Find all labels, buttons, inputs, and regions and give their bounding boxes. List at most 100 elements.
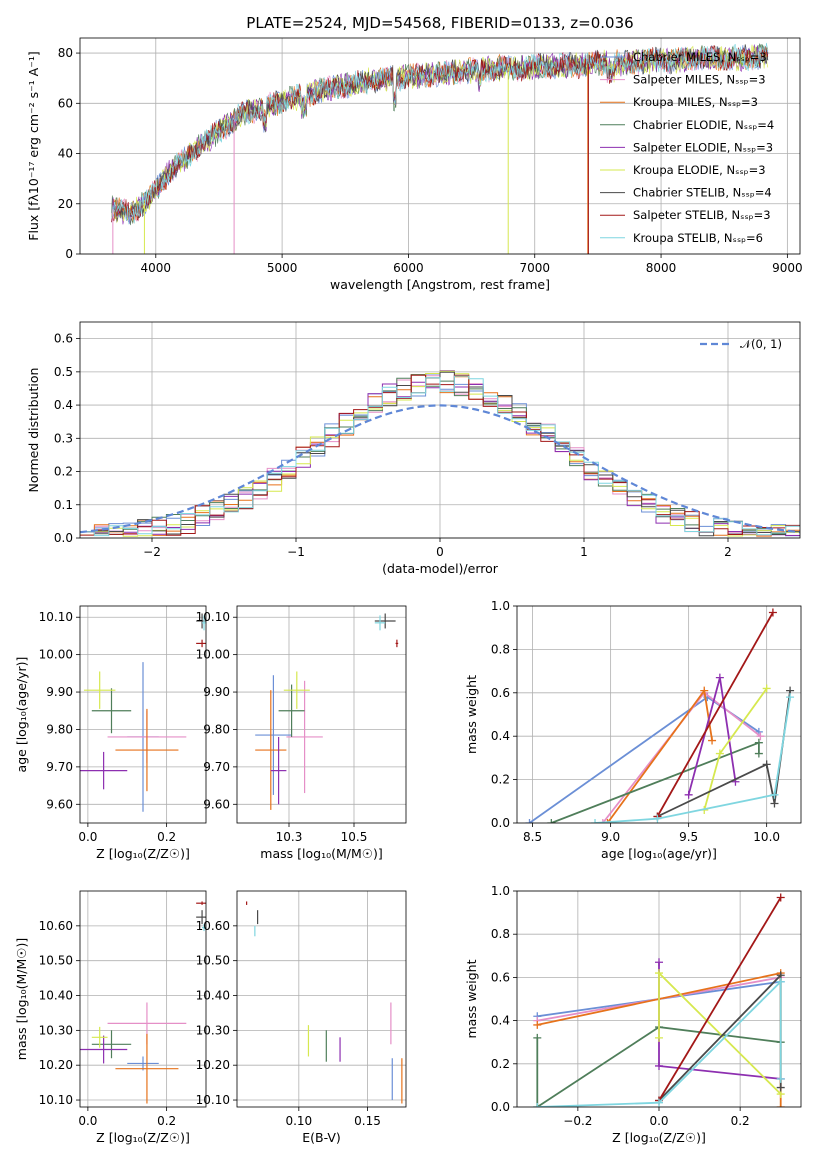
plot-frame [79, 321, 801, 539]
spectrum-panel: 4000 5000 6000 7000 8000 9000 0 20 40 60 80 wavelen… [26, 37, 803, 292]
legend-label: 𝒩(0, 1) [740, 337, 782, 351]
y-tick-label: 0.6 [54, 332, 73, 346]
x-axis-label: Z [log₁₀(Z/Z☉)] [612, 1130, 706, 1145]
y-tick-label: 9.60 [46, 797, 73, 811]
x-tick-label: 1 [580, 545, 588, 559]
data-point [286, 680, 323, 794]
plot-frame [516, 890, 802, 1108]
x-axis-label: Z [log₁₀(Z/Z☉)] [96, 1130, 190, 1145]
plot-frame [516, 605, 802, 824]
legend-label: Chabrier STELIB, Nₛₛₚ=4 [633, 186, 772, 200]
weight-lines [525, 608, 795, 823]
weight-marker [756, 732, 765, 741]
x-axis-label: (data-model)/error [382, 561, 499, 576]
legend-label: Salpeter STELIB, Nₛₛₚ=3 [633, 208, 771, 222]
y-tick-label: 20 [58, 197, 73, 211]
residual-histogram-panel: −2 −1 0 1 2 0.0 0.1 0.2 0.3 0.4 0.5 0.6 (data-model)… [26, 321, 801, 576]
weight-marker [591, 819, 600, 823]
data-point [374, 613, 396, 629]
weight-series [703, 687, 768, 811]
data-point [91, 1026, 108, 1048]
x-tick-label: 0.0 [649, 1114, 668, 1128]
legend-label: Chabrier MILES, Nₛₛₚ=3 [633, 50, 767, 64]
x-tick-label: 0.2 [157, 830, 176, 844]
grid [237, 891, 406, 1107]
x-tick-label: 10.0 [753, 830, 780, 844]
weight-marker [762, 760, 771, 769]
x-tick-label: 10.3 [276, 830, 303, 844]
data-point [91, 1030, 132, 1059]
weight-marker [754, 738, 763, 747]
grid [237, 606, 406, 823]
data-point [283, 671, 310, 709]
errorbars [255, 613, 399, 810]
x-tick-label: 0.2 [157, 1114, 176, 1128]
grid [80, 322, 800, 539]
weight-marker [603, 819, 612, 823]
histogram-steps [80, 370, 800, 537]
x-tick-label: 0.0 [78, 830, 97, 844]
x-axis-label: mass [log₁₀(M/M☉)] [260, 846, 382, 861]
errorbars [80, 613, 206, 812]
histogram-series [80, 375, 800, 537]
y-tick-label: 1.0 [491, 884, 510, 898]
weight-marker [762, 684, 771, 693]
y-tick-label: 10.10 [39, 610, 73, 624]
data-point [196, 910, 206, 925]
plot-frame [79, 605, 207, 824]
x-axis-label: E(B-V) [302, 1130, 341, 1145]
y-axis-label: mass [log₁₀(M/M☉)] [14, 938, 29, 1060]
data-point [83, 671, 116, 709]
figure-title: PLATE=2524, MJD=54568, FIBERID=0133, z=0… [246, 14, 633, 32]
y-tick-label: 10.60 [196, 919, 230, 933]
weight-marker [786, 693, 795, 702]
weight-marker [768, 608, 777, 617]
plot-frame [79, 37, 801, 255]
legend-label: Chabrier ELODIE, Nₛₛₚ=4 [633, 118, 774, 132]
y-tick-label: 0.0 [491, 1100, 510, 1114]
weight-marker [533, 1020, 542, 1029]
data-point [196, 639, 206, 648]
mass-vs-ebv-panel: 0.10 0.15 10.10 10.20 10.30 10.40 10.50 10.60 E(… [196, 890, 407, 1145]
data-point [202, 924, 206, 932]
weight-series [594, 696, 791, 823]
weight-vs-age-panel: 8.5 9.0 9.5 10.0 0.0 0.2 0.4 0.6 0.8 1.0 age [log₁… [464, 599, 802, 861]
y-tick-label: 9.90 [203, 685, 230, 699]
data-point [80, 751, 128, 790]
weight-marker [708, 736, 717, 745]
y-tick-label: 0.4 [491, 1014, 510, 1028]
x-tick-label: 4000 [141, 261, 172, 275]
y-tick-label: 0.6 [491, 686, 510, 700]
weight-marker [776, 1103, 785, 1107]
data-point [374, 615, 386, 631]
y-tick-label: 10.30 [196, 1023, 230, 1037]
y-tick-label: 0.4 [54, 398, 73, 412]
weight-marker [653, 814, 662, 823]
x-tick-label: 5000 [267, 261, 298, 275]
age-vs-mass-panel: 10.3 10.5 9.60 9.70 9.80 9.90 10.00 10.10 mass [… [196, 605, 407, 861]
weight-marker [776, 1074, 785, 1083]
weight-series [656, 612, 774, 817]
x-axis-label: age [log₁₀(age/yr)] [601, 846, 717, 861]
y-axis-label: mass weight [464, 959, 479, 1038]
y-tick-label: 0.3 [54, 431, 73, 445]
weight-marker [715, 673, 724, 682]
data-point [270, 736, 287, 805]
y-tick-label: 0.8 [491, 642, 510, 656]
weight-marker [655, 969, 663, 978]
weight-marker [770, 799, 779, 808]
y-tick-label: 10.50 [196, 954, 230, 968]
y-tick-label: 0.2 [54, 465, 73, 479]
y-tick-label: 9.90 [46, 685, 73, 699]
y-tick-label: 10.20 [39, 1058, 73, 1072]
weight-marker [776, 1083, 785, 1092]
y-tick-label: 10.10 [196, 1093, 230, 1107]
y-tick-label: 9.80 [46, 722, 73, 736]
weight-marker [655, 1098, 663, 1107]
weight-vs-metallicity-panel: −0.2 0.0 0.2 0.0 0.2 0.4 0.6 0.8 1.0 Z [log₁₀(Z/Z… [464, 884, 802, 1145]
y-tick-label: 40 [58, 147, 73, 161]
data-point [255, 675, 292, 795]
weight-marker [533, 1103, 542, 1107]
x-tick-label: 2 [724, 545, 732, 559]
